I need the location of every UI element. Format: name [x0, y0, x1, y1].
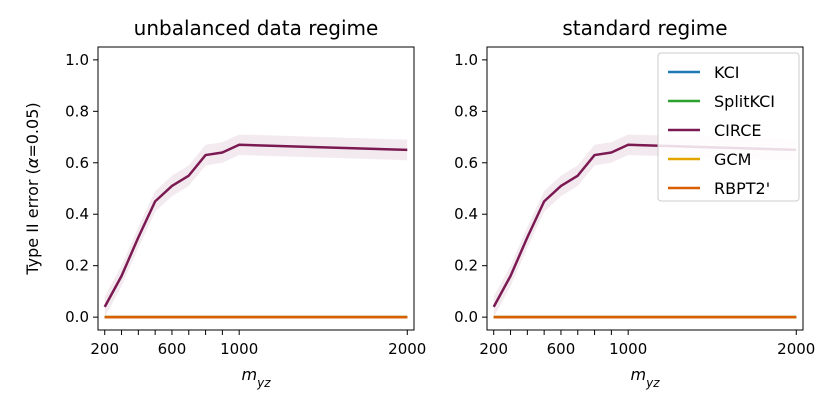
series-line-circe — [492, 143, 797, 308]
y-tick-label: 0.2 — [454, 257, 478, 275]
legend-frame — [657, 52, 800, 202]
chart-panel-1: unbalanced data regime 0.0 0.2 0.4 0.6 0.8 1.0… — [23, 16, 426, 390]
confidence-band-circe — [104, 134, 408, 318]
y-tick-label: 0.6 — [65, 154, 89, 172]
legend-label: RBPT2' — [714, 179, 770, 198]
y-tick-label: 0.6 — [454, 154, 478, 172]
chart-panel-2: standard regime 0.0 0.2 0.4 0.6 0.8 1.0 200 600 1… — [454, 16, 815, 390]
axes-frame — [97, 46, 415, 331]
chart-title: standard regime — [562, 16, 727, 40]
x-tick-label: 1000 — [609, 340, 647, 358]
x-tick-label: 1000 — [220, 340, 258, 358]
chart-title: unbalanced data regime — [134, 16, 379, 40]
x-axis-label: myz — [242, 365, 272, 390]
legend-label: SplitKCI — [714, 92, 775, 111]
axes-frame — [486, 46, 804, 331]
legend-label: CIRCE — [714, 121, 762, 140]
y-tick-label: 0.4 — [65, 205, 89, 223]
y-axis-label: Type II error (α=0.05) — [23, 102, 42, 275]
y-tick-label: 1.0 — [454, 51, 478, 69]
x-tick-label: 600 — [547, 340, 576, 358]
x-tick-label: 2000 — [388, 340, 426, 358]
legend: KCI SplitKCI CIRCE GCM RBPT2' — [657, 52, 800, 202]
x-tick-label: 2000 — [777, 340, 815, 358]
y-tick-label: 0.2 — [65, 257, 89, 275]
series-line-circe — [103, 143, 408, 308]
y-tick-label: 0.8 — [454, 102, 478, 120]
y-tick-label: 0.8 — [65, 102, 89, 120]
y-tick-label: 0.0 — [454, 308, 478, 326]
x-tick-label: 200 — [90, 340, 119, 358]
y-tick-label: 0.4 — [454, 205, 478, 223]
x-axis-label: myz — [631, 365, 661, 390]
y-tick-label: 1.0 — [65, 51, 89, 69]
legend-label: KCI — [714, 63, 740, 82]
legend-label: GCM — [714, 150, 751, 169]
y-tick-label: 0.0 — [65, 308, 89, 326]
x-tick-label: 600 — [158, 340, 187, 358]
x-tick-label: 200 — [479, 340, 508, 358]
